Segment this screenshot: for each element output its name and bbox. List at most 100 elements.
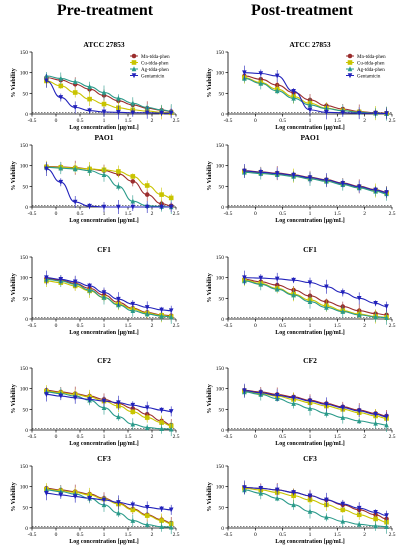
x-tick-label: 2.5 — [389, 118, 396, 124]
data-point-gentamicin — [87, 108, 92, 114]
x-tick-label: 0.5 — [279, 211, 286, 217]
x-axis-label: Log concentration [µg/mL] — [275, 539, 344, 545]
x-tick-label: 0.5 — [77, 434, 84, 440]
x-tick-label: 1.5 — [125, 323, 132, 329]
series-line-gentamicin — [244, 277, 387, 308]
data-point-cu-tdda-phen — [130, 507, 136, 513]
data-point-mn-tdda-phen — [144, 192, 150, 197]
y-tick-label: 0 — [25, 205, 28, 211]
data-point-gentamicin — [291, 277, 296, 283]
x-tick-label: 2.5 — [173, 532, 180, 538]
data-point-gentamicin — [307, 280, 313, 286]
data-point-ag-tdda-phen — [168, 314, 174, 320]
x-tick-label: 1 — [103, 532, 106, 538]
data-point-ag-tdda-phen — [116, 183, 121, 189]
x-tick-label: 2 — [151, 211, 154, 217]
data-point-gentamicin — [291, 172, 296, 178]
y-tick-label: 50 — [219, 91, 225, 97]
y-tick-label: 150 — [216, 464, 225, 470]
y-axis-label: % Viability — [11, 68, 17, 98]
data-point-ag-tdda-phen — [72, 79, 78, 85]
x-axis-label: Log concentration [µg/mL] — [275, 125, 344, 131]
data-point-gentamicin — [44, 275, 49, 281]
data-point-gentamicin — [340, 290, 346, 296]
x-tick-label: 0.5 — [77, 118, 84, 124]
y-tick-label: 100 — [20, 485, 29, 491]
data-point-gentamicin — [116, 110, 121, 116]
data-point-gentamicin — [72, 494, 78, 500]
y-tick-label: 150 — [20, 255, 29, 261]
data-point-gentamicin — [324, 110, 329, 116]
data-point-ag-tdda-phen — [291, 400, 296, 406]
y-axis-label: % Viability — [207, 68, 213, 98]
x-axis-label: Log concentration [µg/mL] — [69, 330, 138, 336]
data-point-ag-tdda-phen — [324, 304, 329, 310]
x-axis-label: Log concentration [µg/mL] — [275, 330, 344, 336]
data-point-ag-tdda-phen — [307, 405, 313, 411]
data-point-gentamicin — [242, 168, 247, 174]
x-tick-label: 2.5 — [173, 323, 180, 329]
data-point-gentamicin — [168, 308, 174, 314]
data-point-gentamicin — [72, 279, 78, 285]
legend-label: Ag-tdda-phen — [357, 68, 385, 73]
series-line-mn-tdda-phen — [244, 278, 387, 316]
data-point-ag-tdda-phen — [384, 315, 389, 321]
y-tick-label: 0 — [221, 205, 224, 211]
data-point-ag-tdda-phen — [116, 95, 121, 101]
x-tick-label: 0.5 — [279, 323, 286, 329]
chart-title: CF2 — [97, 356, 111, 365]
data-point-ag-tdda-phen — [258, 80, 264, 86]
y-tick-label: 100 — [216, 485, 225, 491]
column-title-pre: Pre-treatment — [56, 2, 154, 19]
y-tick-label: 100 — [216, 276, 225, 282]
chart-title: ATCC 27853 — [289, 40, 331, 49]
data-point-ag-tdda-phen — [258, 281, 264, 287]
data-point-ag-tdda-phen — [101, 172, 107, 178]
data-point-gentamicin — [356, 296, 362, 302]
data-point-ag-tdda-phen — [356, 521, 362, 527]
y-tick-label: 0 — [221, 526, 224, 532]
x-tick-label: 1 — [103, 118, 106, 124]
series-line-gentamicin — [244, 486, 387, 517]
data-point-gentamicin — [258, 390, 264, 396]
series-line-gentamicin — [244, 390, 387, 418]
series-line-ag-tdda-phen — [244, 391, 387, 426]
x-tick-label: 1.5 — [334, 434, 341, 440]
y-tick-label: 100 — [20, 71, 29, 77]
x-tick-label: 2 — [363, 434, 366, 440]
data-point-gentamicin — [116, 296, 121, 302]
data-point-gentamicin — [274, 73, 280, 79]
series-line-cu-tdda-phen — [244, 279, 387, 318]
data-point-gentamicin — [116, 500, 121, 506]
data-point-cu-tdda-phen — [116, 169, 121, 174]
data-point-gentamicin — [307, 107, 313, 113]
data-point-gentamicin — [356, 408, 362, 414]
chart-title: ATCC 27853 — [83, 40, 125, 49]
data-point-ag-tdda-phen — [87, 167, 92, 173]
y-tick-label: 0 — [25, 112, 28, 118]
x-tick-label: 2.5 — [389, 434, 396, 440]
data-point-gentamicin — [144, 110, 150, 116]
y-axis-label: % Viability — [11, 161, 17, 191]
data-point-cu-tdda-phen — [159, 420, 164, 425]
data-point-gentamicin — [258, 169, 264, 175]
data-point-ag-tdda-phen — [159, 426, 164, 432]
x-tick-label: -0.5 — [28, 323, 37, 329]
x-tick-label: 2 — [363, 211, 366, 217]
data-point-ag-tdda-phen — [373, 523, 378, 529]
data-point-cu-tdda-phen — [291, 493, 296, 499]
data-point-ag-tdda-phen — [101, 89, 107, 95]
legend-label: Gentamicin — [357, 74, 381, 79]
x-tick-label: 2.5 — [389, 323, 396, 329]
data-point-gentamicin — [130, 204, 136, 210]
data-point-gentamicin — [258, 71, 264, 77]
y-tick-label: 0 — [25, 317, 28, 323]
data-point-cu-tdda-phen — [101, 101, 107, 107]
data-point-ag-tdda-phen — [274, 495, 280, 501]
